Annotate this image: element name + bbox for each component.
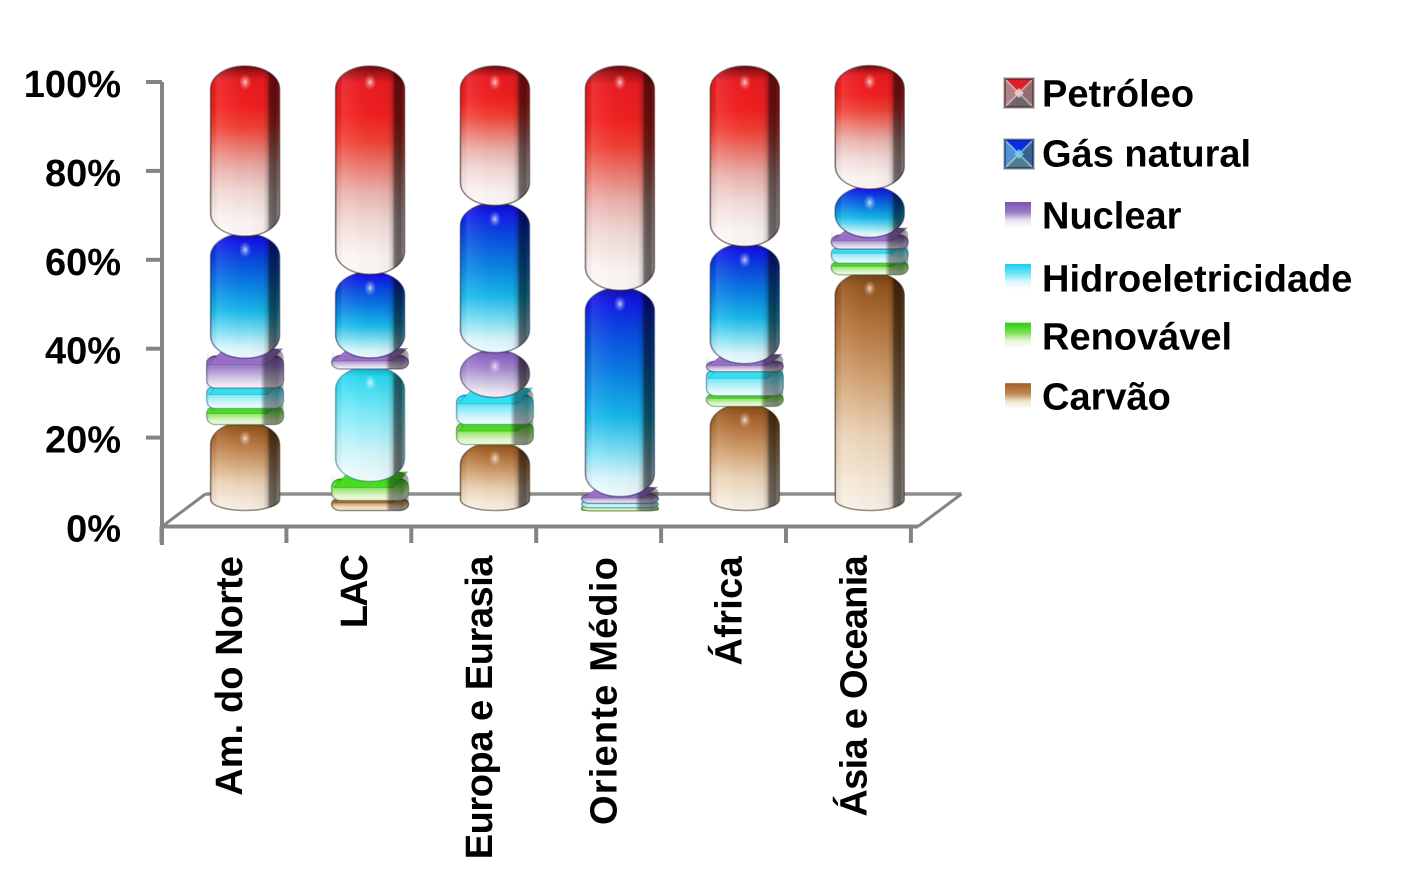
svg-text:Nuclear: Nuclear xyxy=(1042,195,1182,237)
svg-text:Gás natural: Gás natural xyxy=(1042,133,1251,175)
svg-text:Renovável: Renovável xyxy=(1042,316,1232,358)
svg-text:África: África xyxy=(707,555,751,665)
svg-text:Am. do Norte: Am. do Norte xyxy=(209,556,251,796)
svg-text:40%: 40% xyxy=(45,331,121,373)
svg-text:Ásia e Oceania: Ásia e Oceania xyxy=(832,554,876,816)
svg-text:Europa e Eurasia: Europa e Eurasia xyxy=(459,555,501,860)
svg-text:LAC: LAC xyxy=(334,554,376,628)
svg-text:Carvão: Carvão xyxy=(1042,377,1171,419)
svg-text:60%: 60% xyxy=(45,242,121,284)
svg-text:100%: 100% xyxy=(24,64,121,106)
svg-text:20%: 20% xyxy=(45,420,121,462)
svg-text:80%: 80% xyxy=(45,153,121,195)
svg-text:Oriente Médio: Oriente Médio xyxy=(584,556,626,825)
svg-text:Petróleo: Petróleo xyxy=(1042,73,1194,115)
svg-text:Hidroeletricidade: Hidroeletricidade xyxy=(1042,258,1352,300)
svg-text:0%: 0% xyxy=(66,509,121,551)
